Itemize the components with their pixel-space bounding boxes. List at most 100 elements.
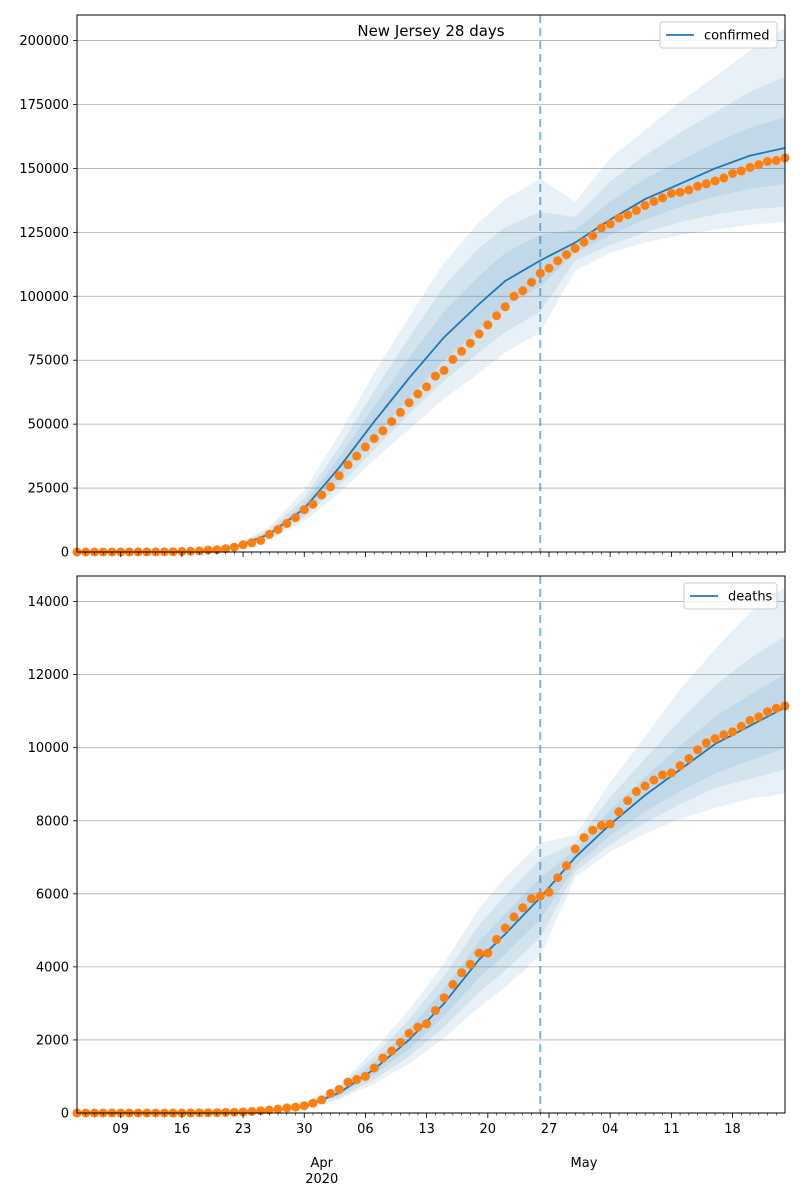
legend-box	[683, 582, 778, 610]
data-point	[492, 934, 502, 944]
data-point	[422, 382, 432, 392]
data-point	[317, 1095, 327, 1105]
data-point	[736, 166, 746, 176]
data-point	[457, 346, 467, 356]
data-point	[518, 286, 528, 296]
data-point	[675, 761, 685, 771]
data-point	[413, 389, 423, 399]
data-point	[352, 1075, 362, 1084]
data-point	[562, 250, 571, 260]
data-point	[745, 715, 755, 725]
data-point	[658, 770, 668, 780]
x-month-label: Apr	[310, 1156, 333, 1171]
data-point	[614, 213, 624, 223]
data-point	[649, 775, 659, 785]
data-point	[588, 231, 598, 241]
x-tick-label: 06	[357, 1122, 374, 1137]
data-point	[238, 540, 248, 550]
y-tick-label: 200000	[19, 34, 69, 49]
data-point	[518, 903, 528, 913]
data-point	[229, 542, 239, 552]
data-point	[527, 894, 536, 904]
data-point	[404, 1028, 414, 1038]
x-tick-label: 20	[480, 1122, 497, 1137]
data-point	[291, 1102, 300, 1112]
data-point	[439, 993, 449, 1003]
panel-2: 0 2000 4000 6000 8000 10000 12000 14000 09 16 23 30…	[28, 575, 790, 1187]
uncertainty-band-80	[199, 76, 785, 552]
data-point	[579, 833, 589, 843]
data-point	[465, 959, 475, 969]
data-point	[474, 948, 484, 958]
data-point	[614, 807, 624, 817]
y-tick-label: 100000	[19, 290, 69, 305]
data-point	[395, 1037, 405, 1047]
data-point	[343, 460, 353, 470]
x-month-label: May	[571, 1156, 598, 1171]
data-point	[771, 156, 781, 165]
y-tick-label: 12000	[28, 668, 69, 683]
data-point	[291, 513, 300, 523]
data-point	[719, 730, 729, 740]
data-point	[544, 263, 554, 273]
uncertainty-band-50	[199, 117, 785, 552]
data-point	[273, 525, 283, 534]
data-point	[684, 185, 694, 195]
data-point	[763, 157, 772, 166]
data-point	[588, 825, 598, 835]
data-point	[448, 354, 458, 364]
data-point	[317, 490, 327, 500]
data-point	[273, 1104, 283, 1114]
y-tick-label: 125000	[19, 226, 69, 241]
data-point	[395, 407, 405, 417]
x-tick-label: 16	[174, 1122, 191, 1137]
data-point	[326, 1088, 335, 1098]
data-point	[666, 189, 676, 198]
x-tick-label: 09	[112, 1122, 129, 1137]
data-point	[728, 727, 738, 737]
data-point	[535, 891, 545, 901]
data-point	[221, 1107, 231, 1117]
data-point	[474, 329, 484, 339]
chart-title: New Jersey 28 days	[357, 22, 504, 40]
x-tick-label: 11	[663, 1122, 680, 1137]
data-point	[229, 1107, 239, 1117]
data-point	[465, 338, 475, 348]
data-point	[509, 291, 519, 301]
x-tick-label: 23	[235, 1122, 252, 1137]
y-tick-label: 50000	[28, 418, 69, 433]
data-point	[430, 371, 440, 381]
legend-box	[659, 21, 778, 49]
data-point	[553, 873, 563, 883]
uncertainty-band-95	[199, 27, 785, 552]
data-point	[640, 201, 650, 210]
x-tick-label: 13	[418, 1122, 435, 1137]
data-point	[596, 821, 606, 830]
data-point	[701, 179, 711, 189]
y-tick-label: 0	[61, 546, 69, 561]
data-point	[684, 754, 694, 764]
data-point	[430, 1006, 440, 1015]
data-point	[754, 712, 764, 722]
data-point	[194, 546, 204, 556]
x-tick-label: 27	[541, 1122, 558, 1137]
data-point	[492, 311, 502, 321]
data-point	[640, 781, 650, 791]
data-point	[343, 1077, 353, 1087]
data-point	[186, 546, 196, 556]
plot-frame	[76, 14, 786, 553]
data-point	[500, 302, 510, 312]
data-point	[483, 320, 493, 330]
data-point	[675, 187, 685, 197]
data-point	[448, 980, 458, 989]
data-point	[221, 544, 231, 554]
data-point	[500, 923, 510, 933]
data-point	[771, 703, 781, 713]
data-point	[439, 365, 449, 375]
data-point	[378, 426, 388, 436]
uncertainty-band-80	[199, 636, 785, 1113]
data-point	[710, 734, 720, 744]
data-point	[256, 536, 266, 545]
data-point	[736, 721, 746, 731]
